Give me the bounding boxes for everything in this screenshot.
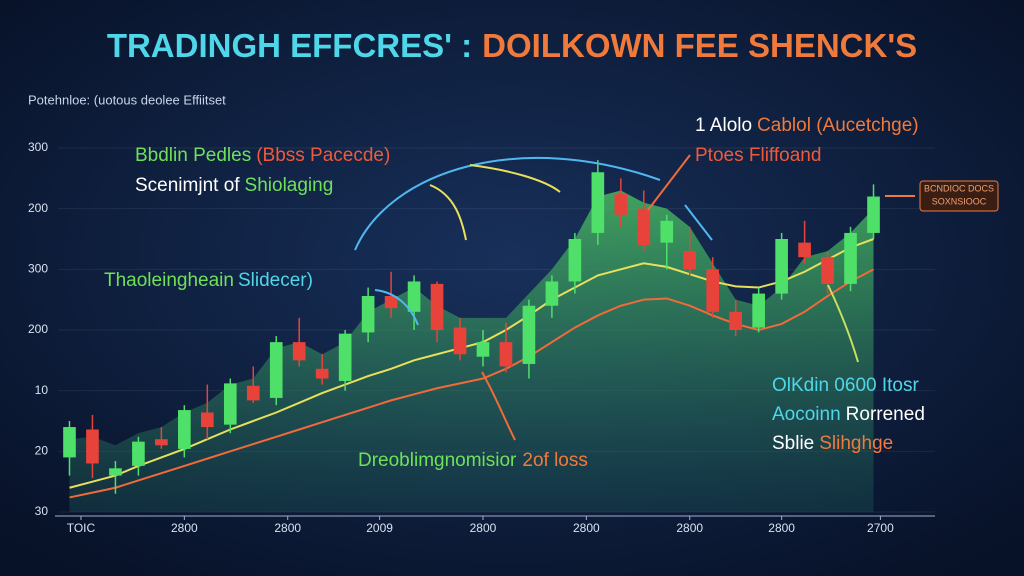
candle-body [614, 194, 628, 215]
arrow [481, 371, 516, 441]
annotation: OlKdin 0600 Itosr [772, 375, 919, 396]
y-tick-label: 10 [35, 383, 49, 397]
annotation: Sblie Slihghge [772, 433, 893, 454]
x-tick-label: 2009 [366, 521, 393, 535]
annotation-part: Sblie [772, 433, 814, 454]
candle-body [430, 283, 444, 330]
annotation-part: Scenimjnt of [135, 175, 240, 196]
candle-body [246, 385, 260, 401]
y-tick-label: 200 [28, 201, 48, 215]
candle-body [522, 305, 536, 364]
arrow [429, 184, 467, 241]
plot: 30 20 10 200 300 200 300 TOIC 2800 2800 2009 2800 28… [28, 140, 935, 535]
y-tick-label: 300 [28, 140, 48, 154]
annotation-part: Slihghge [819, 433, 893, 454]
annotation-part: Thaoleingheain [104, 270, 234, 291]
x-tick-label: 2800 [171, 521, 198, 535]
candle-body [269, 342, 283, 398]
chart-title: TRADINGH EFFCRES' : DOILKOWN FEE SHENCK'S [107, 27, 917, 64]
candle-body [86, 429, 99, 464]
candle-body [223, 383, 237, 425]
candle-body [637, 208, 651, 246]
arrow [469, 164, 561, 193]
annotation: Thaoleingheain Slidecer) [104, 270, 313, 291]
y-tick-label: 30 [35, 504, 49, 518]
annotation-part: Cablol (Aucetchge) [757, 115, 919, 136]
x-tick-label: TOIC [67, 521, 96, 535]
candle-body [499, 342, 513, 367]
x-tick-label: 2800 [573, 521, 600, 535]
annotation-part: Rorrened [846, 404, 925, 425]
line [69, 238, 874, 489]
candle-body [821, 257, 834, 284]
annotation-part: 1 Alolo [695, 115, 752, 136]
candle-body [384, 296, 398, 309]
candle-body [568, 239, 582, 282]
area [69, 190, 874, 512]
arrow [354, 156, 661, 251]
candle-body [315, 368, 329, 379]
candle-body [178, 410, 191, 449]
arrow [827, 284, 859, 363]
candle-body [292, 342, 306, 361]
y-tick-label: 200 [28, 322, 48, 336]
candle-body [798, 242, 811, 258]
candle-body [132, 441, 145, 466]
candle-body [867, 196, 880, 233]
y-tick-label: 300 [28, 262, 48, 276]
title-part: TRADINGH EFFCRES' : [107, 27, 472, 64]
legend-box [919, 180, 999, 212]
candle-body [706, 269, 720, 312]
annotation: Dreoblimgnomisior 2of loss [358, 450, 588, 471]
arrow [684, 204, 713, 241]
y-tick-label: 20 [35, 444, 49, 458]
candle-body [476, 342, 490, 357]
annotation-part: 2of loss [522, 450, 587, 471]
candle-body [453, 327, 467, 355]
x-tick-label: 2800 [470, 521, 497, 535]
candle-body [109, 468, 122, 476]
arrow [374, 289, 419, 326]
candle-body [775, 239, 788, 294]
candle-body [201, 412, 214, 428]
annotation-part: Shiolaging [245, 175, 334, 196]
x-tick-label: 2800 [274, 521, 301, 535]
candle-body [591, 172, 605, 233]
annotation: Ptoes Fliffoand [695, 145, 821, 166]
candle-body [338, 333, 352, 381]
candle-body [844, 232, 857, 284]
legend-text: BCNDIOC DOCS [924, 183, 994, 193]
annotation-part: Aocoinn [772, 404, 841, 425]
candle-body [407, 281, 421, 312]
candle-body [361, 296, 375, 333]
x-tick-label: 2800 [768, 521, 795, 535]
annotation: Bbdlin Pedles (Bbss Pacecde) [135, 145, 390, 166]
title-part: DOILKOWN FEE SHENCK'S [482, 27, 917, 64]
x-tick-label: 2800 [676, 521, 703, 535]
annotation-part: (Bbss Pacecde) [256, 145, 390, 166]
x-tick-label: 2700 [867, 521, 894, 535]
candle-body [545, 281, 559, 306]
subtitle: Potehnloe: (uotous deolee Effiitset [28, 92, 226, 107]
candle-body [752, 293, 765, 328]
annotation: Aocoinn Rorrened [772, 404, 925, 425]
annotation-part: Bbdlin Pedles [135, 145, 251, 166]
annotation-part: Dreoblimgnomisior [358, 450, 517, 471]
candle-body [63, 427, 76, 458]
annotation: Scenimjnt of Shiolaging [135, 175, 333, 196]
candle-body [729, 311, 742, 330]
annotation-part: Slidecer) [238, 270, 313, 291]
candle-body [660, 220, 674, 243]
arrow [647, 154, 691, 211]
annotation: 1 Alolo Cablol (Aucetchge) [695, 115, 919, 136]
candle-body [155, 439, 168, 446]
arrows [354, 154, 915, 441]
candle-body [683, 251, 697, 270]
legend-text: SOXNSIOOC [932, 196, 987, 206]
